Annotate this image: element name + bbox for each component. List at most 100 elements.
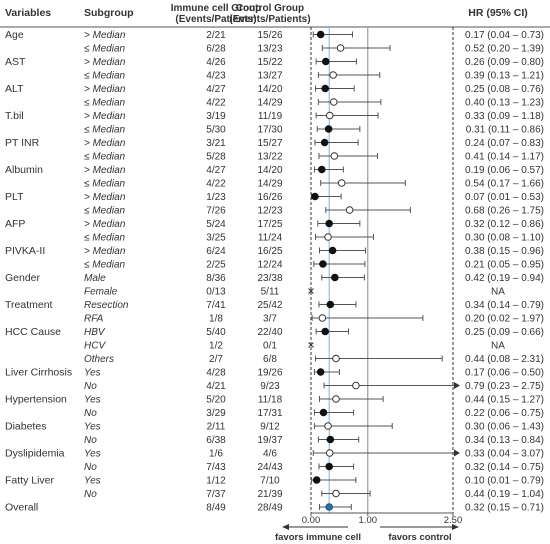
immune-events: 3/19 — [206, 111, 226, 122]
control-events: 4/6 — [263, 449, 277, 460]
immune-events: 0/13 — [206, 287, 226, 298]
table-row: No 3/29 17/31 0.22 (0.06 – 0.75) — [84, 408, 544, 419]
hr-point — [319, 260, 327, 268]
subgroup-label: ≤ Median — [84, 44, 126, 55]
hr-point — [316, 368, 325, 376]
control-events: 23/38 — [257, 273, 282, 284]
header-control-group: Control Group — [236, 3, 304, 14]
table-row: ≤ Median 5/30 17/30 0.31 (0.11 – 0.86) — [84, 125, 544, 136]
variable-label: Liver Cirrhosis — [5, 367, 72, 379]
header-control-events: (Events/Patients) — [229, 14, 310, 25]
control-events: 11/18 — [258, 395, 283, 406]
hr-point — [321, 84, 330, 93]
control-events: 14/20 — [257, 165, 282, 176]
control-events: 9/23 — [260, 381, 280, 392]
subgroup-label: No — [84, 489, 97, 500]
table-row: PLT > Median 1/23 16/26 0.07 (0.01 – 0.53) — [5, 191, 544, 203]
control-events: 9/12 — [260, 422, 280, 433]
hr-point — [352, 381, 360, 390]
table-row: ≤ Median 4/22 14/29 0.40 (0.13 – 1.23) — [84, 98, 544, 109]
immune-events: 1/8 — [209, 314, 223, 325]
subgroup-label: No — [84, 462, 97, 473]
variable-label: HCC Cause — [5, 326, 61, 338]
na-cross-marker — [308, 288, 314, 294]
control-events: 6/8 — [263, 354, 277, 365]
table-row: AFP > Median 5/24 17/25 0.32 (0.12 – 0.86) — [5, 218, 544, 230]
variable-label: Hypertension — [5, 394, 67, 406]
variable-label: Albumin — [5, 164, 43, 176]
table-row: PIVKA-II > Median 6/24 16/25 0.38 (0.15 – 0.… — [5, 245, 544, 257]
table-row: ≤ Median 4/23 13/27 0.39 (0.13 – 1.21) — [84, 71, 544, 82]
variable-label: Diabetes — [5, 421, 46, 433]
immune-events: 1/23 — [206, 192, 226, 203]
control-events: 22/40 — [257, 327, 282, 338]
subgroup-label: > Median — [84, 84, 126, 95]
hr-ci-text: 0.24 (0.07 – 0.83) — [465, 138, 544, 149]
subgroup-label: ≤ Median — [84, 125, 126, 136]
tick-label-0: 0.00 — [302, 515, 321, 526]
table-row: ≤ Median 2/25 12/24 0.21 (0.05 – 0.95) — [84, 260, 544, 271]
header-immune-group: Immune cell Group — [171, 3, 262, 14]
hr-point — [345, 206, 354, 214]
subgroup-label: HCV — [84, 341, 106, 352]
hr-point — [332, 395, 340, 403]
favors-control-label: favors control — [388, 532, 451, 543]
hr-ci-text: 0.07 (0.01 – 0.53) — [465, 192, 544, 203]
table-row: No 4/21 9/23 0.79 (0.23 – 2.75) — [84, 381, 544, 392]
table-row: Others 2/7 6/8 0.44 (0.08 – 2.31) — [84, 354, 544, 365]
hr-point — [337, 179, 346, 187]
control-events: 16/26 — [257, 192, 282, 203]
immune-events: 1/2 — [209, 341, 223, 352]
hr-ci-text: 0.44 (0.15 – 1.27) — [465, 395, 544, 406]
hr-ci-text: 0.30 (0.06 – 1.43) — [465, 422, 544, 433]
subgroup-label: Female — [84, 287, 118, 298]
variable-label: Fatty Liver — [5, 475, 55, 487]
table-row: T.bil > Median 3/19 11/19 0.33 (0.09 – 1.18) — [5, 110, 544, 122]
hr-ci-text: 0.33 (0.09 – 1.18) — [465, 111, 544, 122]
immune-events: 7/26 — [206, 206, 226, 217]
immune-events: 4/21 — [206, 381, 226, 392]
hr-ci-text: 0.44 (0.08 – 2.31) — [465, 354, 544, 365]
hr-ci-text: 0.52 (0.20 – 1.39) — [465, 44, 544, 55]
hr-ci-text: 0.17 (0.06 – 0.50) — [465, 368, 544, 379]
immune-events: 5/40 — [206, 327, 226, 338]
subgroup-label: > Median — [84, 219, 126, 230]
immune-events: 1/12 — [206, 476, 226, 487]
table-row: AST > Median 4/26 15/22 0.26 (0.09 – 0.80) — [5, 56, 544, 68]
immune-events: 2/21 — [206, 30, 226, 41]
hr-ci-text: 0.25 (0.09 – 0.66) — [465, 327, 544, 338]
variable-label: PLT — [5, 191, 24, 203]
hr-ci-text: 0.32 (0.12 – 0.86) — [465, 219, 544, 230]
hr-ci-text: 0.44 (0.19 – 1.04) — [465, 489, 544, 500]
header-variables: Variables — [5, 7, 51, 19]
hr-point — [324, 422, 332, 430]
subgroup-label: > Median — [84, 30, 126, 41]
control-events: 13/23 — [257, 44, 282, 55]
control-events: 15/26 — [257, 30, 282, 41]
table-row: No 7/37 21/39 0.44 (0.19 – 1.04) — [84, 489, 544, 500]
subgroup-label: Others — [84, 354, 114, 365]
subgroup-label: > Median — [84, 111, 126, 122]
tick-label-1: 1.00 — [359, 515, 378, 526]
subgroup-label: ≤ Median — [84, 260, 126, 271]
ci-overflow-arrow — [454, 382, 460, 389]
hr-point — [319, 408, 328, 417]
immune-events: 3/25 — [206, 233, 226, 244]
table-row: No 6/38 19/37 0.34 (0.13 – 0.84) — [84, 435, 544, 446]
hr-ci-text: 0.42 (0.19 – 0.94) — [465, 273, 544, 284]
immune-events: 5/28 — [206, 152, 226, 163]
ci-overflow-arrow — [454, 449, 460, 457]
immune-events: 8/36 — [206, 273, 226, 284]
control-events: 19/26 — [257, 368, 282, 379]
immune-events: 6/38 — [206, 435, 226, 446]
control-events: 12/23 — [257, 206, 282, 217]
subgroup-label: ≤ Median — [84, 98, 126, 109]
hr-ci-text: 0.34 (0.14 – 0.79) — [465, 300, 544, 311]
table-row: Fatty Liver Yes 1/12 7/10 0.10 (0.01 – 0.79) — [5, 475, 544, 487]
control-events: 7/10 — [260, 476, 280, 487]
control-events: 17/25 — [257, 219, 282, 230]
table-row: ALT > Median 4/27 14/20 0.25 (0.08 – 0.76) — [5, 83, 544, 95]
control-events: 13/27 — [257, 71, 282, 82]
subgroup-label: > Median — [84, 138, 126, 149]
subgroup-label: ≤ Median — [84, 71, 126, 82]
